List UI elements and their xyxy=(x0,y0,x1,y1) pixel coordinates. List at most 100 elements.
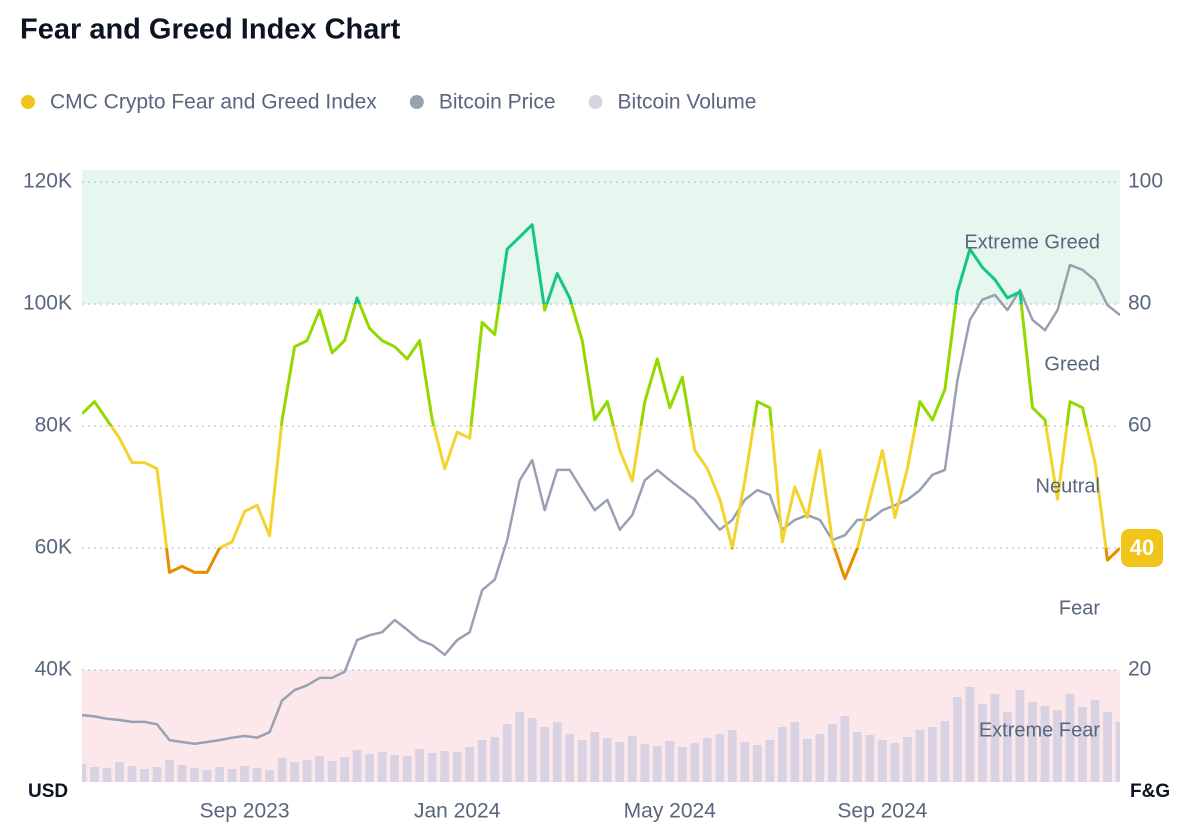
volume-bar xyxy=(590,732,600,782)
volume-bar xyxy=(465,747,475,782)
volume-bar xyxy=(928,727,937,782)
volume-bar xyxy=(302,760,312,782)
y2-tick-label: 60 xyxy=(1128,414,1151,437)
volume-bar xyxy=(277,758,287,782)
volume-bar xyxy=(327,761,337,782)
x-tick-label: Sep 2023 xyxy=(200,800,290,823)
volume-bar xyxy=(452,752,462,782)
volume-bar xyxy=(1078,707,1087,782)
volume-bar xyxy=(440,751,450,782)
volume-bar xyxy=(878,740,887,782)
volume-bar xyxy=(115,762,124,782)
current-value-label: 40 xyxy=(1130,535,1154,560)
volume-bar xyxy=(1103,712,1112,782)
volume-bar xyxy=(140,769,149,782)
zone-label: Greed xyxy=(1044,353,1100,375)
y-tick-label: 60K xyxy=(35,536,72,559)
x-tick-label: May 2024 xyxy=(624,800,717,823)
current-value-badge xyxy=(1121,529,1163,567)
volume-bar xyxy=(815,734,825,782)
chart-title: Fear and Greed Index Chart xyxy=(20,14,401,46)
volume-bar xyxy=(665,741,675,782)
volume-bar xyxy=(552,722,562,782)
zone-band xyxy=(82,670,1120,782)
volume-bar xyxy=(615,742,625,782)
volume-bar xyxy=(577,740,587,782)
volume-bar xyxy=(840,716,850,782)
volume-bar xyxy=(377,752,387,782)
legend-label: Bitcoin Price xyxy=(439,91,556,114)
volume-bar xyxy=(1053,710,1062,782)
volume-bar xyxy=(715,734,725,782)
volume-bar xyxy=(978,704,987,782)
zone-label: Extreme Greed xyxy=(964,231,1100,253)
volume-bar xyxy=(702,738,712,782)
x-tick-label: Sep 2024 xyxy=(837,800,927,823)
y2-axis-unit: F&G xyxy=(1130,781,1170,802)
y-axis-unit: USD xyxy=(28,781,68,802)
volume-bar xyxy=(752,745,762,782)
volume-bar xyxy=(240,766,249,782)
volume-bar xyxy=(727,730,737,782)
zone-label: Extreme Fear xyxy=(979,719,1100,741)
volume-bar xyxy=(102,768,112,782)
zone-label: Fear xyxy=(1059,597,1100,619)
volume-bar xyxy=(1040,706,1050,782)
volume-bar xyxy=(990,694,1000,782)
zone-label: Neutral xyxy=(1036,475,1100,497)
volume-bar xyxy=(953,697,962,782)
volume-bar xyxy=(427,753,437,782)
volume-bar xyxy=(315,756,324,782)
volume-bar xyxy=(915,730,925,782)
legend-label: CMC Crypto Fear and Greed Index xyxy=(50,91,377,114)
volume-bar xyxy=(90,767,99,782)
x-tick-label: Jan 2024 xyxy=(414,800,501,823)
volume-bar xyxy=(652,746,662,782)
volume-bar xyxy=(402,756,412,782)
volume-bar xyxy=(690,743,700,782)
volume-bar xyxy=(565,734,575,782)
volume-bar xyxy=(290,762,299,782)
volume-bar xyxy=(965,687,975,782)
legend-label: Bitcoin Volume xyxy=(618,91,757,114)
volume-bar xyxy=(265,770,274,782)
volume-bar xyxy=(602,738,612,782)
volume-bar xyxy=(227,769,237,782)
volume-bar xyxy=(415,749,425,782)
y-tick-label: 120K xyxy=(23,170,72,193)
zone-band xyxy=(82,170,1120,304)
volume-bar xyxy=(940,721,950,782)
volume-bar xyxy=(1028,702,1037,782)
volume-bar xyxy=(527,718,537,782)
volume-bar xyxy=(890,743,900,782)
volume-bar xyxy=(640,744,650,782)
legend-marker xyxy=(409,95,424,109)
volume-bar xyxy=(1015,690,1025,782)
volume-bar xyxy=(777,727,787,782)
volume-bar xyxy=(340,757,350,782)
y-tick-label: 40K xyxy=(35,658,72,681)
volume-bar xyxy=(502,724,512,782)
volume-bar xyxy=(82,764,87,782)
volume-bar xyxy=(152,767,162,782)
volume-bar xyxy=(802,739,812,782)
volume-bar xyxy=(215,767,224,782)
volume-bar xyxy=(515,712,525,782)
volume-bar xyxy=(865,735,875,782)
volume-bar xyxy=(627,736,637,782)
volume-bar xyxy=(390,755,400,782)
volume-bar xyxy=(365,754,375,782)
y-tick-label: 80K xyxy=(35,414,72,437)
fear-greed-line xyxy=(82,223,1120,580)
legend-marker xyxy=(21,95,35,109)
volume-bar xyxy=(740,742,750,782)
y2-tick-label: 20 xyxy=(1128,658,1151,681)
volume-bar xyxy=(1115,722,1120,782)
volume-bar xyxy=(477,740,487,782)
volume-bar xyxy=(1065,694,1075,782)
volume-bar xyxy=(490,737,500,782)
volume-bar xyxy=(540,727,550,782)
volume-bar xyxy=(252,768,262,782)
volume-bar xyxy=(352,750,362,782)
